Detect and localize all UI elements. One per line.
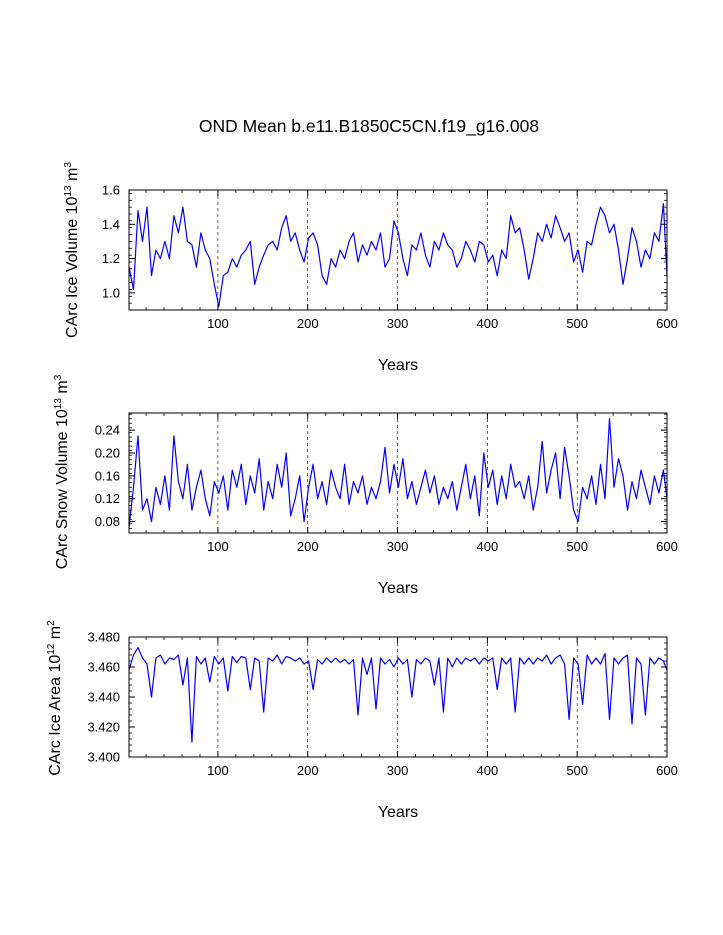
x-tick-label: 300 [387, 763, 409, 778]
x-axis-label: Years [378, 357, 418, 374]
x-tick-label: 200 [297, 763, 319, 778]
x-tick-label: 300 [387, 539, 409, 554]
y-tick-label: 3.400 [87, 750, 120, 765]
x-tick-label: 600 [656, 316, 678, 331]
y-tick-label: 1.4 [102, 217, 120, 232]
panel-ice-area: CArc Ice Area 1012 m2 Years 100 200 300 400… [46, 620, 678, 821]
y-tick-label: 1.2 [102, 251, 120, 266]
x-tick-label: 600 [656, 539, 678, 554]
y-tick-label: 0.16 [95, 468, 120, 483]
y-tick-label: 0.12 [95, 491, 120, 506]
y-tick-label: 3.420 [87, 720, 120, 735]
y-tick-label: 1.0 [102, 285, 120, 300]
y-axis-label: CArc Snow Volume 1013 m3 [53, 374, 71, 569]
x-tick-label: 100 [207, 763, 229, 778]
y-tick-label: 0.24 [95, 423, 120, 438]
plot-frame [128, 636, 668, 758]
y-tick-label: 3.460 [87, 660, 120, 675]
series-line [128, 646, 668, 743]
x-tick-label: 500 [566, 763, 588, 778]
y-tick-label: 0.08 [95, 514, 120, 529]
x-axis-label: Years [378, 580, 418, 597]
x-tick-label: 200 [297, 539, 319, 554]
x-tick-label: 500 [566, 316, 588, 331]
panel-ice-volume: CArc Ice Volume 1013 m3 Years 100 200 300 4… [63, 162, 678, 374]
x-tick-label: 100 [207, 539, 229, 554]
y-axis-label: CArc Ice Area 1012 m2 [46, 620, 64, 776]
x-tick-label: 400 [477, 316, 499, 331]
x-tick-label: 100 [207, 316, 229, 331]
y-tick-label: 1.6 [102, 183, 120, 198]
y-tick-label: 3.440 [87, 690, 120, 705]
x-tick-label: 400 [477, 763, 499, 778]
series-line [128, 418, 668, 528]
x-tick-label: 200 [297, 316, 319, 331]
x-axis-label: Years [378, 804, 418, 821]
x-tick-label: 500 [566, 539, 588, 554]
y-tick-label: 3.480 [87, 630, 120, 645]
y-axis-label: CArc Ice Volume 1013 m3 [63, 162, 81, 338]
panel-snow-volume: CArc Snow Volume 1013 m3 Years 100 200 300… [53, 374, 678, 597]
x-tick-label: 300 [387, 316, 409, 331]
y-tick-label: 0.20 [95, 446, 120, 461]
x-tick-label: 600 [656, 763, 678, 778]
series-line [128, 203, 668, 308]
x-tick-label: 400 [477, 539, 499, 554]
figure-title: OND Mean b.e11.B1850C5CN.f19_g16.008 [199, 116, 539, 137]
